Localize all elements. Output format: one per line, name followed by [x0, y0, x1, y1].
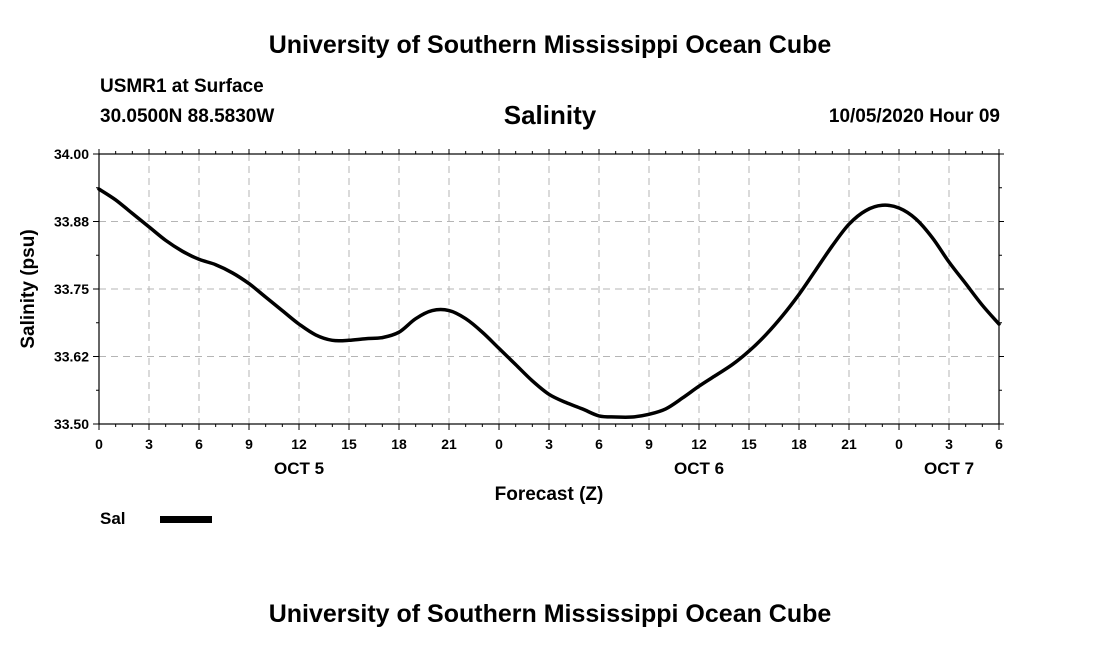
y-tick-label: 33.50: [54, 416, 89, 432]
x-tick-label: 15: [741, 436, 757, 452]
x-tick-label: 18: [791, 436, 807, 452]
day-label: OCT 6: [674, 459, 724, 478]
station-label: USMR1 at Surface: [100, 76, 264, 97]
x-tick-label: 0: [95, 436, 103, 452]
x-tick-label: 6: [995, 436, 1003, 452]
footer-title: University of Southern Mississippi Ocean…: [268, 600, 832, 628]
forecast-datetime: 10/05/2020 Hour 09: [828, 106, 1000, 127]
day-label: OCT 7: [924, 459, 974, 478]
day-label: OCT 5: [274, 459, 324, 478]
x-tick-label: 9: [245, 436, 253, 452]
x-tick-label: 12: [291, 436, 307, 452]
x-tick-label: 6: [195, 436, 203, 452]
axis-labels: 0 3 6 9 12 15 18 21 0 3 6 9 12 15 18 21 0 3 6 33.50 33.62 33.…: [54, 146, 1003, 478]
y-tick-label: 33.88: [54, 214, 89, 230]
series-line-sal: [97, 187, 1001, 419]
grid: [99, 154, 999, 424]
x-tick-label: 0: [895, 436, 903, 452]
axis-ticks: [93, 149, 1004, 430]
legend-label: Sal: [100, 509, 126, 528]
x-tick-label: 15: [341, 436, 357, 452]
y-axis-title: Salinity (psu): [18, 229, 39, 348]
x-tick-label: 0: [495, 436, 503, 452]
x-tick-label: 21: [441, 436, 457, 452]
page-title: University of Southern Mississippi Ocean…: [268, 31, 832, 59]
y-tick-label: 33.75: [54, 281, 89, 297]
x-tick-label: 3: [145, 436, 153, 452]
y-tick-label: 34.00: [54, 146, 89, 162]
x-tick-label: 21: [841, 436, 857, 452]
x-tick-label: 12: [691, 436, 707, 452]
x-tick-label: 3: [545, 436, 553, 452]
legend-swatch: [160, 516, 212, 523]
x-axis-title: Forecast (Z): [495, 484, 604, 505]
x-tick-label: 6: [595, 436, 603, 452]
y-tick-label: 33.62: [54, 349, 89, 365]
chart-title: Salinity: [503, 100, 597, 130]
coordinates-label: 30.0500N 88.5830W: [100, 106, 275, 127]
x-tick-label: 9: [645, 436, 653, 452]
x-tick-label: 3: [945, 436, 953, 452]
x-tick-label: 18: [391, 436, 407, 452]
